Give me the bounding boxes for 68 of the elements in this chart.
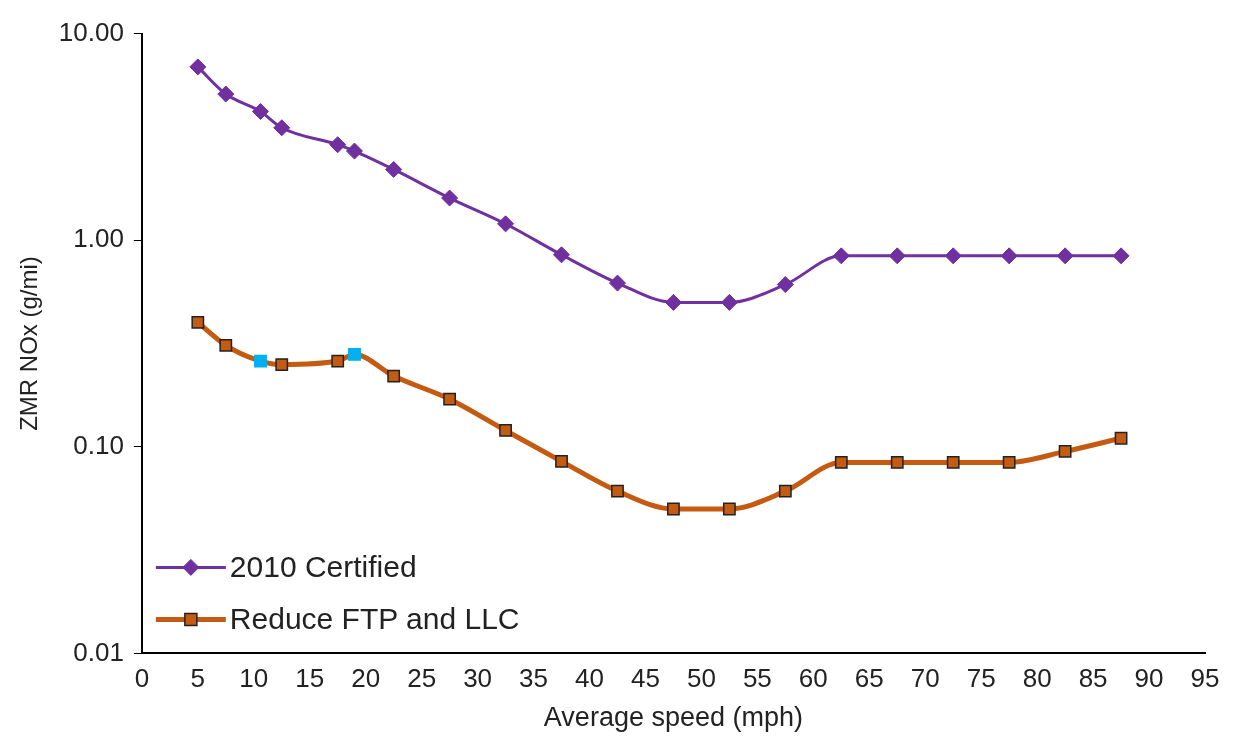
point [385,160,403,178]
point [776,276,794,294]
point [251,102,269,120]
x-tick-label: 45 [630,663,660,694]
point [331,354,345,368]
x-tick-label: 55 [742,663,772,694]
x-tick-label: 70 [910,663,940,694]
point [888,247,906,265]
legend-label: 2010 Certified [229,549,417,583]
point [611,484,624,498]
y-tick-label: 1.00 [73,223,124,254]
point [667,502,680,516]
x-axis-title: Average speed (mph) [543,702,804,733]
point [890,456,904,469]
point [1056,247,1074,265]
x-tick-label: 10 [239,663,269,694]
point [664,293,682,311]
x-tick-label: 35 [519,663,549,694]
x-tick-label: 85 [1078,663,1108,694]
point [946,456,960,469]
point [217,85,235,103]
point [254,354,267,368]
point [275,358,289,371]
x-tick-label: 0 [134,663,150,694]
point [345,142,363,160]
point [387,369,401,383]
x-tick-label: 40 [575,663,604,694]
point [1000,247,1018,265]
point [1112,247,1130,265]
x-tick-label: 50 [686,663,716,694]
point [722,502,736,516]
y-tick-label: 10.00 [58,16,124,47]
point [608,274,626,292]
point [348,348,361,361]
x-tick-label: 5 [190,663,206,694]
y-axis-title: ZMR NOx (g/mi) [15,256,43,431]
point [1058,445,1072,458]
point [219,338,233,352]
point [497,215,515,233]
point [832,247,850,265]
point [555,454,568,468]
point [499,424,512,437]
point [553,246,571,264]
y-tick-label: 0.01 [73,636,124,667]
x-tick-label: 30 [463,663,493,694]
point [834,456,848,469]
x-tick-label: 90 [1134,663,1164,694]
x-tick-label: 65 [854,663,884,694]
point [1002,456,1016,469]
x-tick-label: 75 [966,663,996,694]
point [441,189,459,207]
point [944,247,962,265]
legend-label: Reduce FTP and LLC [229,601,520,635]
x-tick-label: 60 [798,663,828,694]
point [720,293,738,311]
x-tick-label: 15 [295,663,325,694]
x-tick-label: 20 [351,663,381,694]
point [1114,431,1128,445]
x-tick-label: 25 [407,663,437,694]
point [191,316,205,329]
point [778,484,792,498]
point [273,119,291,137]
point [443,392,457,406]
x-tick-label: 95 [1190,663,1220,694]
point [329,136,347,154]
x-tick-label: 80 [1022,663,1052,694]
point [189,58,207,76]
y-tick-label: 0.10 [73,429,124,460]
